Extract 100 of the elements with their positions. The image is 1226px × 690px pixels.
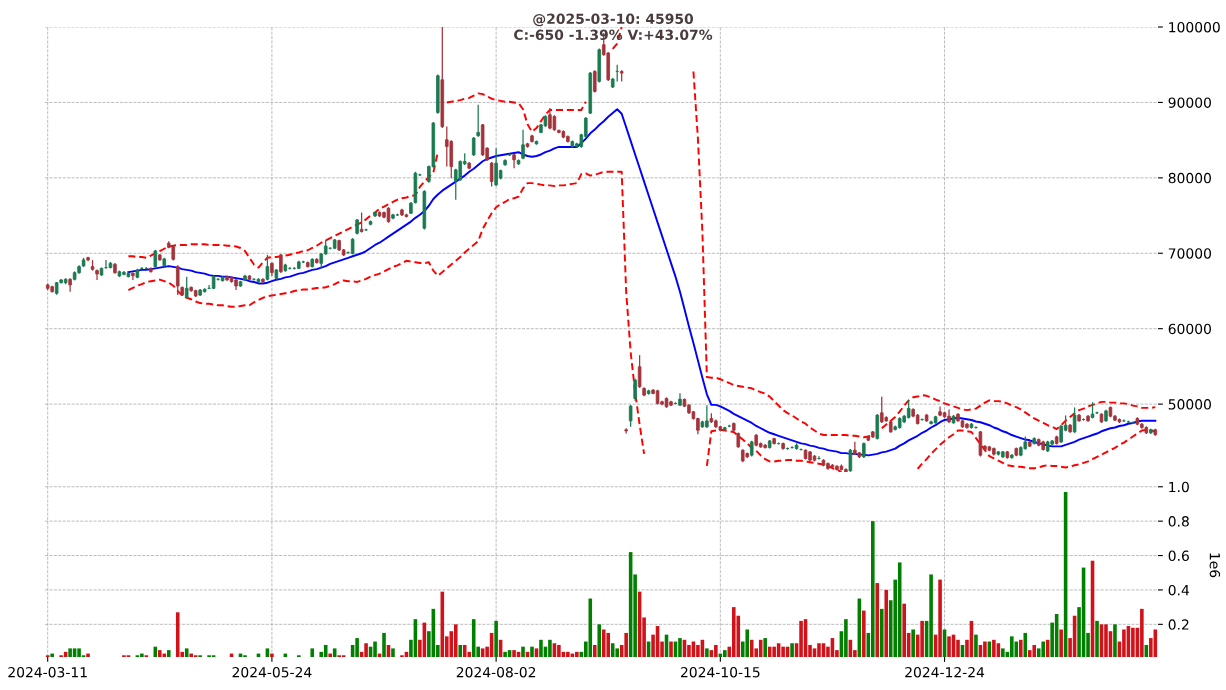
bar (1001, 648, 1005, 657)
bar (503, 651, 507, 657)
candlestick (1072, 406, 1077, 434)
bar (1095, 620, 1099, 657)
candlestick (875, 413, 880, 441)
x-tick-label: 2024-03-11 (8, 666, 87, 678)
bar (512, 650, 516, 657)
bar (1032, 644, 1037, 657)
bar (557, 644, 561, 657)
bar (1122, 629, 1126, 657)
bar (790, 643, 794, 657)
chart-title: @2025-03-10: 45950 (533, 13, 694, 27)
y-axis-title: 1e6 (1209, 553, 1221, 578)
bar (77, 648, 81, 657)
bar (606, 632, 611, 657)
bar (929, 574, 933, 657)
bar (781, 646, 785, 657)
bar (875, 583, 880, 657)
bar (624, 632, 628, 657)
bar (938, 579, 942, 657)
bar (323, 644, 328, 657)
candlestick (489, 161, 494, 188)
bar (879, 608, 884, 657)
bar (745, 629, 750, 657)
bar (601, 629, 606, 657)
x-tick-label: 2024-10-15 (680, 666, 760, 678)
candlestick (880, 396, 884, 424)
bar (974, 634, 978, 657)
bar (592, 644, 597, 657)
bar (772, 646, 776, 657)
bar (453, 624, 458, 657)
y-tick-label: 60000 (1168, 323, 1211, 335)
bar (844, 619, 848, 657)
bar (920, 620, 924, 657)
candlestick (853, 441, 857, 456)
y-tick-label: 80000 (1168, 172, 1211, 184)
x-tick-label: 2024-08-02 (456, 666, 536, 678)
bar (530, 646, 534, 657)
y-tick-label: 90000 (1168, 97, 1211, 108)
y-tick-label: 0.4 (1168, 584, 1190, 596)
y-tick-label: 1.0 (1169, 481, 1189, 493)
bar (494, 620, 498, 657)
bar (911, 629, 915, 657)
bar (696, 644, 700, 657)
chart-subtitle: C:-650 -1.39% V:+43.07% (514, 29, 713, 41)
candlestick (359, 211, 364, 234)
bar (1041, 641, 1045, 657)
bar (669, 641, 673, 657)
candlestick (637, 354, 642, 389)
bar (902, 603, 906, 657)
bar (458, 644, 463, 657)
bar (983, 641, 987, 657)
y-tick-label: 50000 (1168, 399, 1211, 410)
y-tick-label: 70000 (1168, 248, 1211, 259)
candlestick (95, 268, 99, 281)
bar (992, 639, 996, 657)
bar (956, 639, 960, 657)
bar (328, 653, 332, 657)
candlestick (848, 448, 853, 472)
bar (391, 648, 395, 657)
bar (86, 653, 90, 657)
bar (723, 650, 727, 657)
bar (162, 653, 167, 657)
y-tick-label: 0.8 (1168, 516, 1189, 527)
bar (68, 648, 72, 657)
bar (548, 639, 552, 657)
bar (1140, 608, 1144, 657)
bar (1059, 629, 1063, 657)
bar (310, 648, 315, 657)
candlestick (175, 264, 180, 296)
y-tick-label: 100000 (1169, 21, 1220, 33)
candlestick (978, 430, 983, 458)
bar (373, 641, 377, 657)
bar (610, 643, 615, 657)
bar (763, 638, 767, 657)
candlestick (476, 104, 480, 138)
bar (884, 589, 889, 657)
y-tick-label: 0.2 (1168, 619, 1189, 630)
bar (1104, 624, 1108, 657)
bar (382, 632, 386, 657)
bar (566, 651, 570, 657)
x-tick-label: 2024-12-24 (905, 666, 985, 678)
candlestick (265, 254, 270, 282)
bar (947, 636, 951, 657)
candlestick (471, 136, 476, 157)
candlestick (279, 253, 283, 274)
bar (588, 598, 593, 657)
bar (714, 644, 718, 657)
bar (687, 644, 691, 657)
bar (158, 650, 162, 657)
candlestick (521, 129, 525, 160)
bar (175, 612, 180, 657)
bar (140, 653, 144, 657)
candlestick (947, 408, 951, 424)
bar (270, 653, 274, 657)
y-tick-label: 0.6 (1168, 550, 1189, 562)
bar (678, 638, 682, 657)
bar (705, 648, 709, 657)
bar (817, 643, 821, 657)
bar (355, 638, 359, 657)
